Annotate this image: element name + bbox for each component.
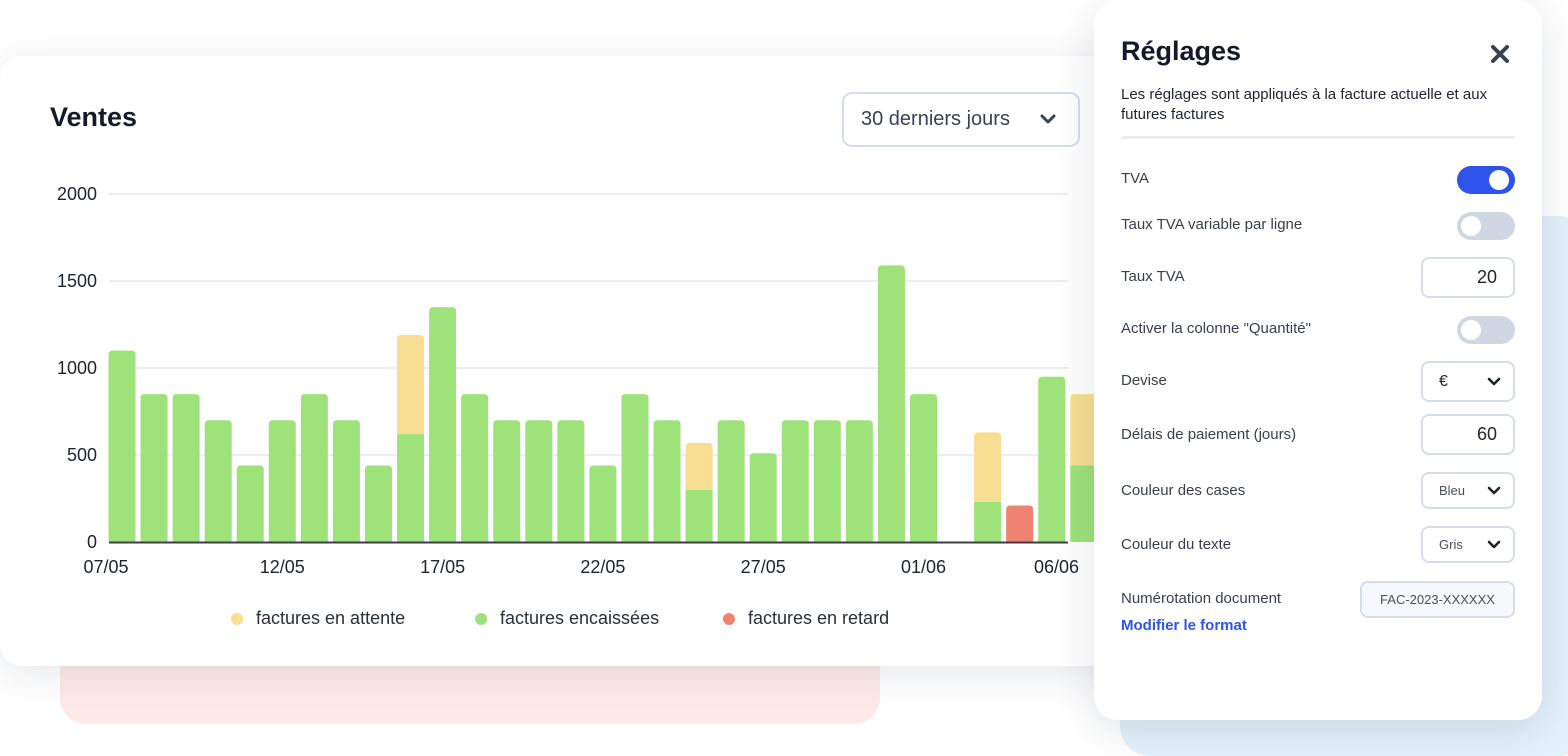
legend-label-pending: factures en attente: [256, 608, 406, 628]
bar-segment: [974, 501, 1002, 542]
x-tick-label: 07/05: [83, 557, 128, 577]
text-color-label: Couleur du texte: [1121, 536, 1232, 553]
currency-select[interactable]: €: [1421, 361, 1515, 402]
sales-bar-chart: 0 500 1000 1500 2000 07/05 12/05 17/05 22/05 27/0…: [57, 184, 1098, 577]
tva-rate-input[interactable]: [1421, 257, 1515, 298]
legend-item-pending: factures en attente: [231, 608, 405, 629]
bar-segment: [813, 420, 841, 542]
bar-segment: [1070, 465, 1098, 542]
toggle-knob: [1461, 320, 1481, 340]
bar-segment: [910, 394, 937, 542]
bar-segment: [461, 394, 489, 542]
bar-segment: [653, 420, 681, 542]
sales-chart-card: Ventes 30 derniers jours 0 500 1000 1500 200…: [0, 56, 1130, 666]
legend-label-late: factures en retard: [748, 608, 890, 628]
quantity-column-toggle[interactable]: [1457, 316, 1515, 344]
toggle-knob: [1489, 170, 1509, 190]
currency-label: Devise: [1121, 372, 1167, 389]
variable-rate-label: Taux TVA variable par ligne: [1121, 216, 1303, 233]
bar-segment: [268, 420, 296, 542]
legend-item-late: factures en retard: [723, 608, 889, 629]
payment-delay-input[interactable]: [1421, 414, 1515, 455]
bar-segment: [525, 420, 553, 542]
bar-segment: [877, 265, 905, 542]
bar-segment: [300, 394, 328, 542]
bar-segment: [108, 350, 136, 542]
settings-panel: Réglages Les réglages sont appliqués à l…: [1094, 0, 1542, 720]
chevron-down-icon: [1040, 114, 1056, 124]
y-tick-label: 1000: [57, 358, 97, 378]
bar-segment: [493, 420, 521, 542]
chevron-down-icon: [1487, 377, 1501, 385]
bar-segment: [429, 307, 457, 542]
x-tick-label: 27/05: [741, 557, 786, 577]
box-color-select[interactable]: Bleu: [1421, 472, 1515, 509]
close-icon[interactable]: [1486, 40, 1514, 68]
bar-segment: [589, 465, 617, 542]
tva-toggle[interactable]: [1457, 166, 1515, 194]
bar-segment: [140, 394, 168, 542]
y-tick-label: 0: [87, 532, 97, 552]
bar-segment: [172, 394, 200, 542]
legend-dot-paid: [475, 612, 487, 625]
settings-description: Les réglages sont appliqués à la facture…: [1121, 86, 1488, 123]
bar-segment: [685, 442, 713, 490]
bar-segment: [717, 420, 745, 542]
toggle-knob: [1461, 216, 1481, 236]
text-color-select[interactable]: Gris: [1421, 526, 1515, 563]
date-range-select[interactable]: 30 derniers jours: [842, 92, 1080, 147]
variable-rate-toggle[interactable]: [1457, 212, 1515, 240]
bar-segment: [204, 420, 232, 542]
bar-segment: [781, 420, 809, 542]
chart-title: Ventes: [50, 102, 138, 132]
currency-value: €: [1439, 372, 1448, 390]
date-range-value: 30 derniers jours: [861, 108, 1010, 130]
y-tick-label: 500: [67, 445, 97, 465]
tva-label: TVA: [1121, 170, 1150, 187]
legend-dot-late: [723, 612, 735, 625]
x-tick-label: 12/05: [260, 557, 305, 577]
payment-delay-label: Délais de paiement (jours): [1121, 426, 1297, 443]
chevron-down-icon: [1487, 486, 1501, 494]
bar-segment: [1070, 394, 1098, 466]
x-tick-label: 01/06: [901, 557, 946, 577]
bar-segment: [1006, 505, 1034, 542]
box-color-value: Bleu: [1439, 483, 1466, 498]
x-tick-label: 22/05: [580, 557, 625, 577]
bar-segment: [685, 489, 713, 542]
bar-segment: [621, 394, 649, 542]
legend-dot-pending: [231, 612, 243, 625]
bar-segment: [332, 420, 360, 542]
chevron-down-icon: [1487, 540, 1501, 548]
divider: [1121, 136, 1515, 139]
modify-format-link[interactable]: Modifier le format: [1121, 617, 1247, 634]
x-tick-label: 17/05: [420, 557, 465, 577]
bar-segment: [557, 420, 585, 542]
bar-segment: [749, 453, 777, 542]
legend-item-paid: factures encaissées: [475, 608, 659, 629]
bar-segment: [236, 465, 264, 542]
quantity-column-label: Activer la colonne "Quantité": [1121, 320, 1311, 337]
legend-label-paid: factures encaissées: [500, 608, 660, 628]
bar-segment: [397, 434, 425, 542]
bar-segment: [1038, 376, 1066, 542]
settings-title: Réglages: [1121, 36, 1242, 66]
y-tick-label: 1500: [57, 271, 97, 291]
document-numbering-label: Numérotation document: [1121, 590, 1282, 607]
bar-segment: [397, 334, 425, 435]
chart-legend: factures en attente factures encaissées …: [0, 608, 1130, 638]
text-color-value: Gris: [1439, 537, 1463, 552]
tva-rate-label: Taux TVA: [1121, 268, 1185, 285]
box-color-label: Couleur des cases: [1121, 482, 1246, 499]
x-tick-label: 06/06: [1034, 557, 1079, 577]
bar-segment: [974, 432, 1002, 502]
y-tick-label: 2000: [57, 184, 97, 204]
document-numbering-input[interactable]: [1360, 581, 1515, 618]
bar-segment: [845, 420, 873, 542]
bar-segment: [364, 465, 392, 542]
